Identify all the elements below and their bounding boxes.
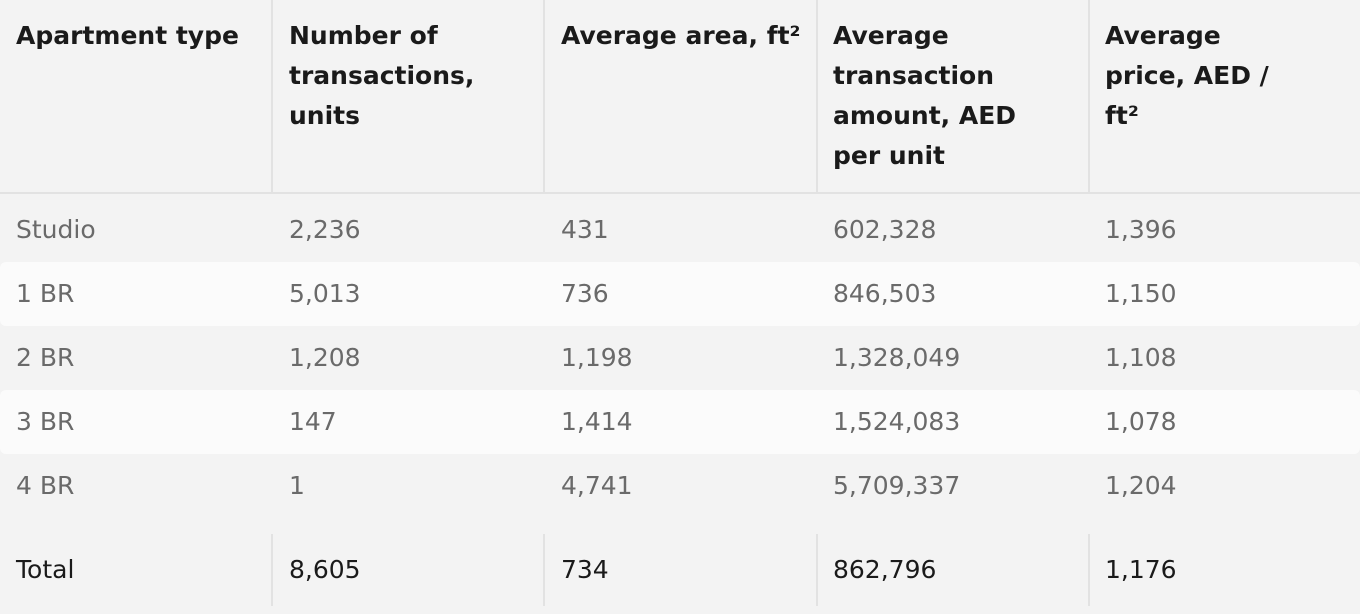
- column-divider: [816, 534, 818, 606]
- row-stripe: [0, 390, 1360, 454]
- table-cell: 4 BR: [16, 471, 75, 500]
- table-cell: 2 BR: [16, 343, 75, 372]
- column-header: Number of transactions, units: [289, 21, 475, 130]
- column-header: Average transaction amount, AED per unit: [833, 21, 1017, 170]
- table-cell: 1,078: [1105, 407, 1177, 436]
- table-cell: 1,396: [1105, 215, 1177, 244]
- column-divider: [816, 0, 818, 192]
- row-stripe: [0, 262, 1360, 326]
- column-divider: [1088, 534, 1090, 606]
- table-cell: Studio: [16, 215, 96, 244]
- column-divider: [1088, 0, 1090, 192]
- table-cell: 1,150: [1105, 279, 1177, 308]
- total-cell: 1,176: [1105, 555, 1177, 584]
- table-cell: 5,013: [289, 279, 361, 308]
- table-cell: 2,236: [289, 215, 361, 244]
- table-cell: 1,198: [561, 343, 633, 372]
- table-cell: 1 BR: [16, 279, 75, 308]
- table-cell: 736: [561, 279, 609, 308]
- total-cell: 8,605: [289, 555, 361, 584]
- column-header: Apartment type: [16, 21, 239, 50]
- total-cell: 734: [561, 555, 609, 584]
- column-divider: [271, 534, 273, 606]
- total-cell: 862,796: [833, 555, 937, 584]
- column-divider: [543, 0, 545, 192]
- table-cell: 5,709,337: [833, 471, 961, 500]
- table-cell: 1,108: [1105, 343, 1177, 372]
- table-cell: 147: [289, 407, 337, 436]
- column-divider: [271, 0, 273, 192]
- table-cell: 1,524,083: [833, 407, 961, 436]
- table-cell: 1: [289, 471, 305, 500]
- total-cell: Total: [16, 555, 75, 584]
- table-cell: 1,204: [1105, 471, 1177, 500]
- table-cell: 1,208: [289, 343, 361, 372]
- table-cell: 846,503: [833, 279, 937, 308]
- table-cell: 1,414: [561, 407, 633, 436]
- column-header: Average price, AED / ft²: [1105, 21, 1269, 130]
- table-cell: 602,328: [833, 215, 937, 244]
- table-cell: 1,328,049: [833, 343, 961, 372]
- table-cell: 4,741: [561, 471, 633, 500]
- column-divider: [543, 534, 545, 606]
- column-header: Average area, ft²: [561, 21, 801, 50]
- table-cell: 431: [561, 215, 609, 244]
- table-cell: 3 BR: [16, 407, 75, 436]
- header-divider: [0, 192, 1360, 194]
